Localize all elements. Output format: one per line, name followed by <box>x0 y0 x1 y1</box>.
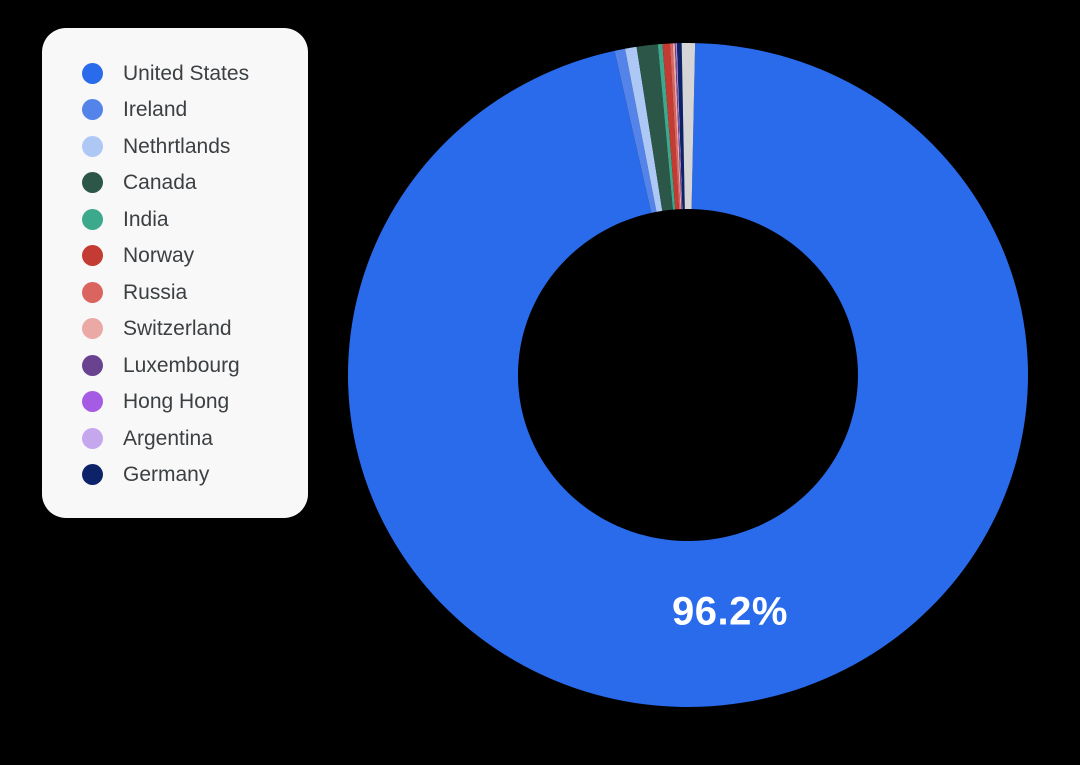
legend-swatch-icon <box>82 62 103 84</box>
legend-swatch-icon <box>82 354 103 376</box>
pie-slice-nethrtlands[interactable] <box>624 46 663 212</box>
legend-item-ireland[interactable]: Ireland <box>82 92 308 129</box>
pie-slice-hong-hong[interactable] <box>675 43 683 210</box>
pie-slice-ireland[interactable] <box>614 48 657 213</box>
pie-slice-india[interactable] <box>657 43 676 210</box>
legend-item-label: Nethrtlands <box>123 134 231 158</box>
legend-swatch-icon <box>82 172 103 194</box>
legend-item-label: Canada <box>123 171 197 195</box>
legend-item-switzerland[interactable]: Switzerland <box>82 311 308 348</box>
pie-slice-other[interactable] <box>681 43 696 210</box>
legend-swatch-icon <box>82 208 103 230</box>
legend-item-label: Switzerland <box>123 317 232 341</box>
legend-swatch-icon <box>82 99 103 121</box>
legend-list: United States Ireland Nethrtlands Canada Ind… <box>82 55 308 493</box>
pie-slice-argentina[interactable] <box>676 43 683 210</box>
legend-item-label: United States <box>123 61 250 85</box>
pie-slice-switzerland[interactable] <box>672 43 682 210</box>
legend-item-norway[interactable]: Norway <box>82 238 308 275</box>
legend-item-nethrtlands[interactable]: Nethrtlands <box>82 128 308 165</box>
legend-item-germany[interactable]: Germany <box>82 457 308 494</box>
legend-item-india[interactable]: India <box>82 201 308 238</box>
legend-item-label: India <box>123 207 169 231</box>
legend-item-argentina[interactable]: Argentina <box>82 420 308 457</box>
pie-slice-germany[interactable] <box>676 43 685 210</box>
legend-item-united-states[interactable]: United States <box>82 55 308 92</box>
legend-swatch-icon <box>82 391 103 413</box>
pie-slice-united-states[interactable] <box>348 43 1028 707</box>
legend-item-russia[interactable]: Russia <box>82 274 308 311</box>
legend-item-label: Hong Hong <box>123 390 230 414</box>
legend-item-label: Luxembourg <box>123 353 240 377</box>
legend-swatch-icon <box>82 427 103 449</box>
legend-swatch-icon <box>82 318 103 340</box>
legend-card: United States Ireland Nethrtlands Canada Ind… <box>42 28 308 518</box>
legend-item-label: Argentina <box>123 426 213 450</box>
legend-item-label: Ireland <box>123 98 188 122</box>
legend-swatch-icon <box>82 281 103 303</box>
legend-item-label: Norway <box>123 244 195 268</box>
legend-swatch-icon <box>82 464 103 486</box>
legend-item-hong-hong[interactable]: Hong Hong <box>82 384 308 421</box>
legend-item-label: Germany <box>123 463 210 487</box>
legend-item-canada[interactable]: Canada <box>82 165 308 202</box>
legend-item-luxembourg[interactable]: Luxembourg <box>82 347 308 384</box>
legend-item-label: Russia <box>123 280 188 304</box>
pie-slice-canada[interactable] <box>636 44 673 211</box>
donut-percentage-label: 96.2% <box>672 589 788 634</box>
legend-swatch-icon <box>82 135 103 157</box>
pie-slice-luxembourg[interactable] <box>674 43 682 210</box>
pie-slice-russia[interactable] <box>669 43 681 210</box>
legend-swatch-icon <box>82 245 103 267</box>
donut-chart: 96.2% <box>348 43 1028 707</box>
pie-slice-norway[interactable] <box>662 43 679 210</box>
